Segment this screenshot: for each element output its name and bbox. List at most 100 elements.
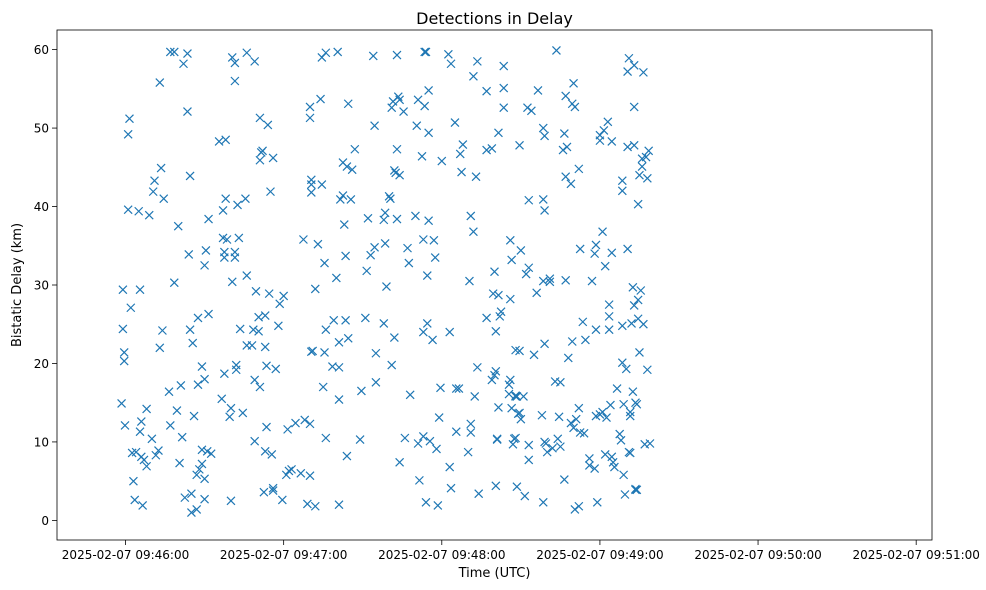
data-point — [260, 342, 270, 352]
data-point — [172, 406, 182, 415]
data-point — [192, 470, 202, 480]
data-point — [524, 440, 534, 450]
data-point — [202, 446, 212, 456]
data-point — [625, 407, 635, 417]
data-point — [135, 427, 145, 437]
data-point — [571, 414, 581, 424]
data-point — [421, 47, 431, 57]
data-point — [360, 313, 370, 323]
data-point — [250, 375, 260, 385]
data-point — [338, 191, 348, 200]
data-point — [472, 56, 482, 66]
data-point — [600, 450, 610, 459]
data-point — [135, 285, 145, 295]
data-point — [227, 53, 237, 62]
data-point — [545, 277, 555, 287]
data-point — [581, 335, 590, 345]
data-point — [619, 470, 629, 480]
data-point — [507, 255, 517, 265]
data-point — [255, 113, 265, 123]
data-point — [305, 113, 315, 123]
data-point — [316, 94, 325, 104]
data-point — [395, 95, 405, 105]
data-point — [512, 482, 522, 492]
data-point — [524, 455, 534, 465]
data-point — [184, 249, 194, 259]
data-point — [219, 253, 229, 262]
data-point — [552, 45, 561, 55]
data-point — [545, 274, 555, 284]
data-point — [540, 206, 549, 215]
data-point — [446, 59, 456, 69]
data-point — [186, 489, 196, 499]
data-point — [411, 211, 420, 221]
data-point — [310, 501, 320, 511]
data-point — [164, 387, 174, 397]
data-point — [342, 451, 352, 461]
data-point — [499, 83, 509, 93]
data-point — [355, 435, 365, 444]
data-point — [516, 414, 526, 424]
data-point — [505, 235, 515, 245]
data-point — [524, 263, 534, 273]
data-point — [219, 369, 229, 379]
data-point — [254, 326, 264, 336]
data-point — [607, 452, 617, 462]
data-point — [343, 99, 353, 109]
data-point — [185, 171, 195, 181]
data-point — [298, 235, 308, 244]
data-point — [334, 337, 344, 347]
data-point — [393, 92, 403, 102]
data-point — [321, 48, 331, 58]
data-point — [391, 168, 401, 178]
data-point — [238, 408, 248, 418]
data-point — [443, 49, 453, 59]
data-point — [251, 286, 261, 296]
data-point — [470, 391, 480, 401]
y-tick-label: 60 — [34, 43, 49, 57]
data-point — [632, 485, 642, 495]
data-point — [221, 135, 231, 145]
data-point — [619, 399, 629, 409]
data-point — [341, 315, 351, 325]
data-point — [144, 210, 154, 220]
data-point — [574, 403, 584, 413]
data-point — [617, 358, 627, 368]
data-point — [271, 364, 281, 374]
data-point — [533, 85, 543, 95]
data-point — [468, 227, 478, 237]
data-point — [434, 413, 444, 423]
data-point — [540, 131, 549, 141]
data-point — [225, 412, 235, 422]
data-point — [633, 295, 643, 305]
data-point — [335, 195, 345, 204]
y-tick-label: 20 — [34, 357, 49, 371]
data-point — [395, 170, 405, 180]
data-point — [600, 261, 610, 271]
data-point — [519, 391, 528, 401]
data-point — [305, 419, 315, 429]
data-point — [591, 325, 601, 335]
data-point — [566, 418, 576, 428]
data-point — [231, 365, 241, 375]
data-point — [264, 289, 274, 299]
data-point — [603, 117, 613, 127]
data-point — [266, 187, 275, 197]
data-point — [621, 364, 631, 374]
data-point — [521, 269, 531, 279]
data-point — [371, 377, 381, 387]
data-point — [524, 195, 534, 205]
x-tick-label: 2025-02-07 09:47:00 — [220, 548, 347, 562]
data-point — [598, 407, 607, 417]
data-point — [541, 439, 551, 448]
data-point — [494, 290, 503, 300]
data-point — [169, 47, 179, 57]
data-point — [334, 362, 344, 372]
data-point — [147, 434, 157, 444]
data-point — [629, 300, 639, 310]
data-point — [206, 449, 216, 459]
data-point — [482, 145, 492, 155]
data-point — [277, 495, 287, 505]
data-point — [617, 321, 627, 331]
data-point — [422, 271, 432, 281]
